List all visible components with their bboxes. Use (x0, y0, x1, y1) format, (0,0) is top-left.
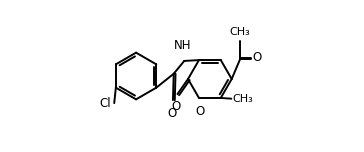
Text: CH₃: CH₃ (230, 27, 250, 37)
Text: Cl: Cl (100, 97, 111, 110)
Text: CH₃: CH₃ (232, 94, 253, 104)
Text: O: O (171, 100, 181, 113)
Text: O: O (167, 107, 177, 120)
Text: O: O (195, 105, 204, 118)
Text: NH: NH (174, 39, 191, 52)
Text: O: O (253, 51, 262, 64)
